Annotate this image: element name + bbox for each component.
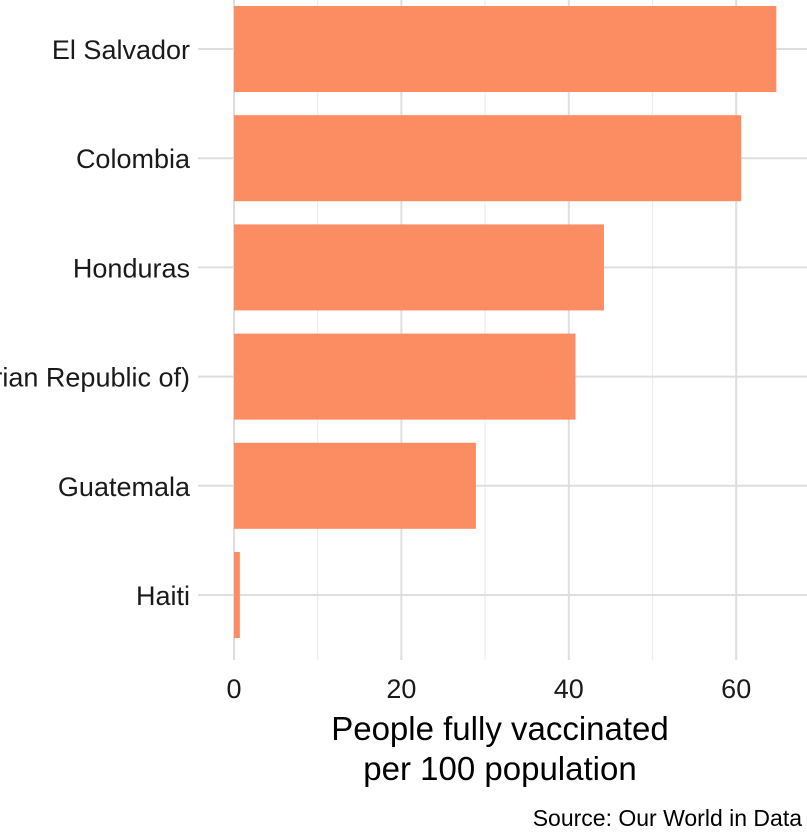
source-caption: Source: Our World in Data xyxy=(533,805,803,831)
category-label: Guatemala xyxy=(58,472,191,502)
category-label: Venezuela (Bolivarian Republic of) xyxy=(0,363,190,393)
bar-el-salvador xyxy=(234,6,777,92)
x-tick-label: 40 xyxy=(554,674,584,704)
bar-colombia xyxy=(234,115,742,202)
bars xyxy=(234,6,777,638)
category-label: El Salvador xyxy=(52,35,190,65)
x-axis-title-line-2: per 100 population xyxy=(363,750,636,787)
bar-haiti xyxy=(234,552,240,638)
category-labels: El Salvador Colombia Honduras Venezuela (Bo… xyxy=(0,35,191,611)
grid-lines xyxy=(198,0,807,660)
x-axis-title-line-1: People fully vaccinated xyxy=(331,710,669,747)
category-label: Colombia xyxy=(76,144,191,174)
x-tick-label: 0 xyxy=(226,674,241,704)
x-tick-labels: 0 20 40 60 xyxy=(226,674,751,704)
bar-venezuela-bolivarian-republic-of xyxy=(234,333,576,420)
category-label: Haiti xyxy=(136,581,190,611)
x-tick-label: 20 xyxy=(386,674,416,704)
bar-guatemala xyxy=(234,442,476,529)
category-label: Honduras xyxy=(73,253,190,283)
x-tick-label: 60 xyxy=(721,674,751,704)
bar-honduras xyxy=(234,224,604,311)
